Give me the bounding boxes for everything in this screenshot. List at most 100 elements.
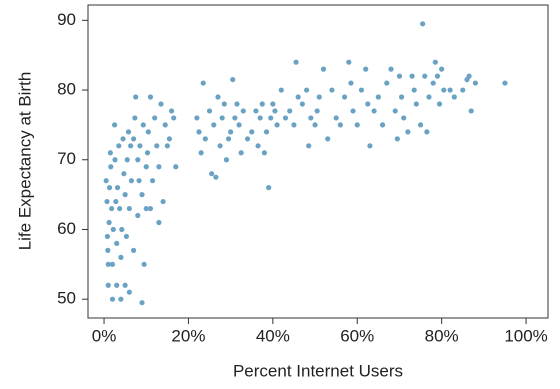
point — [106, 219, 112, 226]
point — [149, 178, 156, 184]
point — [118, 254, 124, 260]
point — [156, 164, 162, 170]
point — [329, 87, 335, 93]
point — [206, 108, 213, 114]
point — [316, 94, 322, 100]
point — [409, 73, 415, 79]
point — [413, 101, 419, 107]
point — [105, 282, 111, 288]
point — [263, 129, 270, 135]
point — [272, 108, 278, 114]
point — [261, 150, 268, 156]
point — [160, 198, 166, 205]
y-tick-label: 60 — [57, 219, 76, 238]
point — [350, 108, 356, 114]
point — [466, 73, 472, 79]
point — [219, 115, 225, 121]
point — [156, 219, 162, 226]
point — [117, 205, 123, 212]
point — [432, 59, 438, 65]
point — [143, 164, 149, 170]
point — [111, 122, 118, 128]
point — [128, 143, 134, 149]
point — [104, 233, 111, 240]
point — [304, 87, 310, 93]
point — [451, 94, 457, 100]
point — [441, 87, 447, 93]
point — [282, 115, 289, 121]
point — [337, 122, 343, 128]
point — [346, 59, 352, 65]
point — [124, 157, 130, 163]
point — [420, 21, 426, 27]
point — [168, 108, 175, 114]
point — [472, 80, 479, 86]
point — [240, 108, 246, 114]
point — [232, 115, 238, 121]
point — [130, 247, 137, 253]
point — [405, 129, 411, 135]
point — [228, 129, 234, 135]
point — [314, 108, 320, 114]
point — [367, 143, 373, 149]
point — [426, 94, 432, 100]
point — [223, 157, 230, 163]
point — [106, 185, 113, 191]
point — [105, 247, 111, 253]
point — [147, 94, 154, 100]
x-tick-label: 40% — [256, 326, 290, 345]
point — [164, 143, 170, 149]
point — [394, 136, 400, 142]
point — [365, 101, 371, 107]
point — [126, 205, 132, 212]
point — [198, 150, 204, 156]
point — [411, 87, 417, 93]
point — [234, 101, 240, 107]
point — [202, 136, 208, 142]
point — [384, 80, 390, 86]
point — [358, 87, 365, 93]
point — [147, 205, 154, 212]
point — [104, 198, 110, 205]
point — [166, 136, 173, 142]
point — [114, 282, 120, 288]
point — [133, 94, 139, 100]
point — [295, 94, 301, 100]
point — [363, 66, 369, 72]
point — [116, 143, 122, 149]
point — [396, 73, 403, 79]
point — [255, 143, 261, 149]
point — [103, 178, 109, 184]
point — [139, 300, 145, 306]
point — [122, 192, 128, 198]
point — [209, 171, 215, 177]
point — [140, 122, 146, 128]
point — [439, 66, 445, 72]
x-tick-label: 80% — [425, 326, 459, 345]
point — [109, 205, 115, 212]
point — [401, 115, 407, 121]
point — [468, 108, 474, 114]
point — [434, 73, 441, 79]
point — [388, 66, 394, 72]
point — [145, 129, 151, 135]
point — [128, 178, 135, 184]
point — [430, 80, 436, 86]
point — [333, 115, 339, 121]
point — [120, 136, 126, 142]
point — [154, 143, 160, 149]
point — [139, 192, 145, 198]
y-tick-label: 70 — [57, 149, 76, 168]
point — [158, 101, 164, 107]
point — [249, 129, 255, 135]
point — [291, 122, 297, 128]
point — [119, 226, 125, 233]
point — [225, 136, 232, 142]
point — [143, 205, 149, 212]
point — [398, 94, 405, 100]
point — [137, 143, 143, 149]
point — [196, 129, 202, 135]
point — [278, 87, 284, 93]
y-tick-label: 90 — [57, 10, 76, 29]
point — [130, 136, 137, 142]
